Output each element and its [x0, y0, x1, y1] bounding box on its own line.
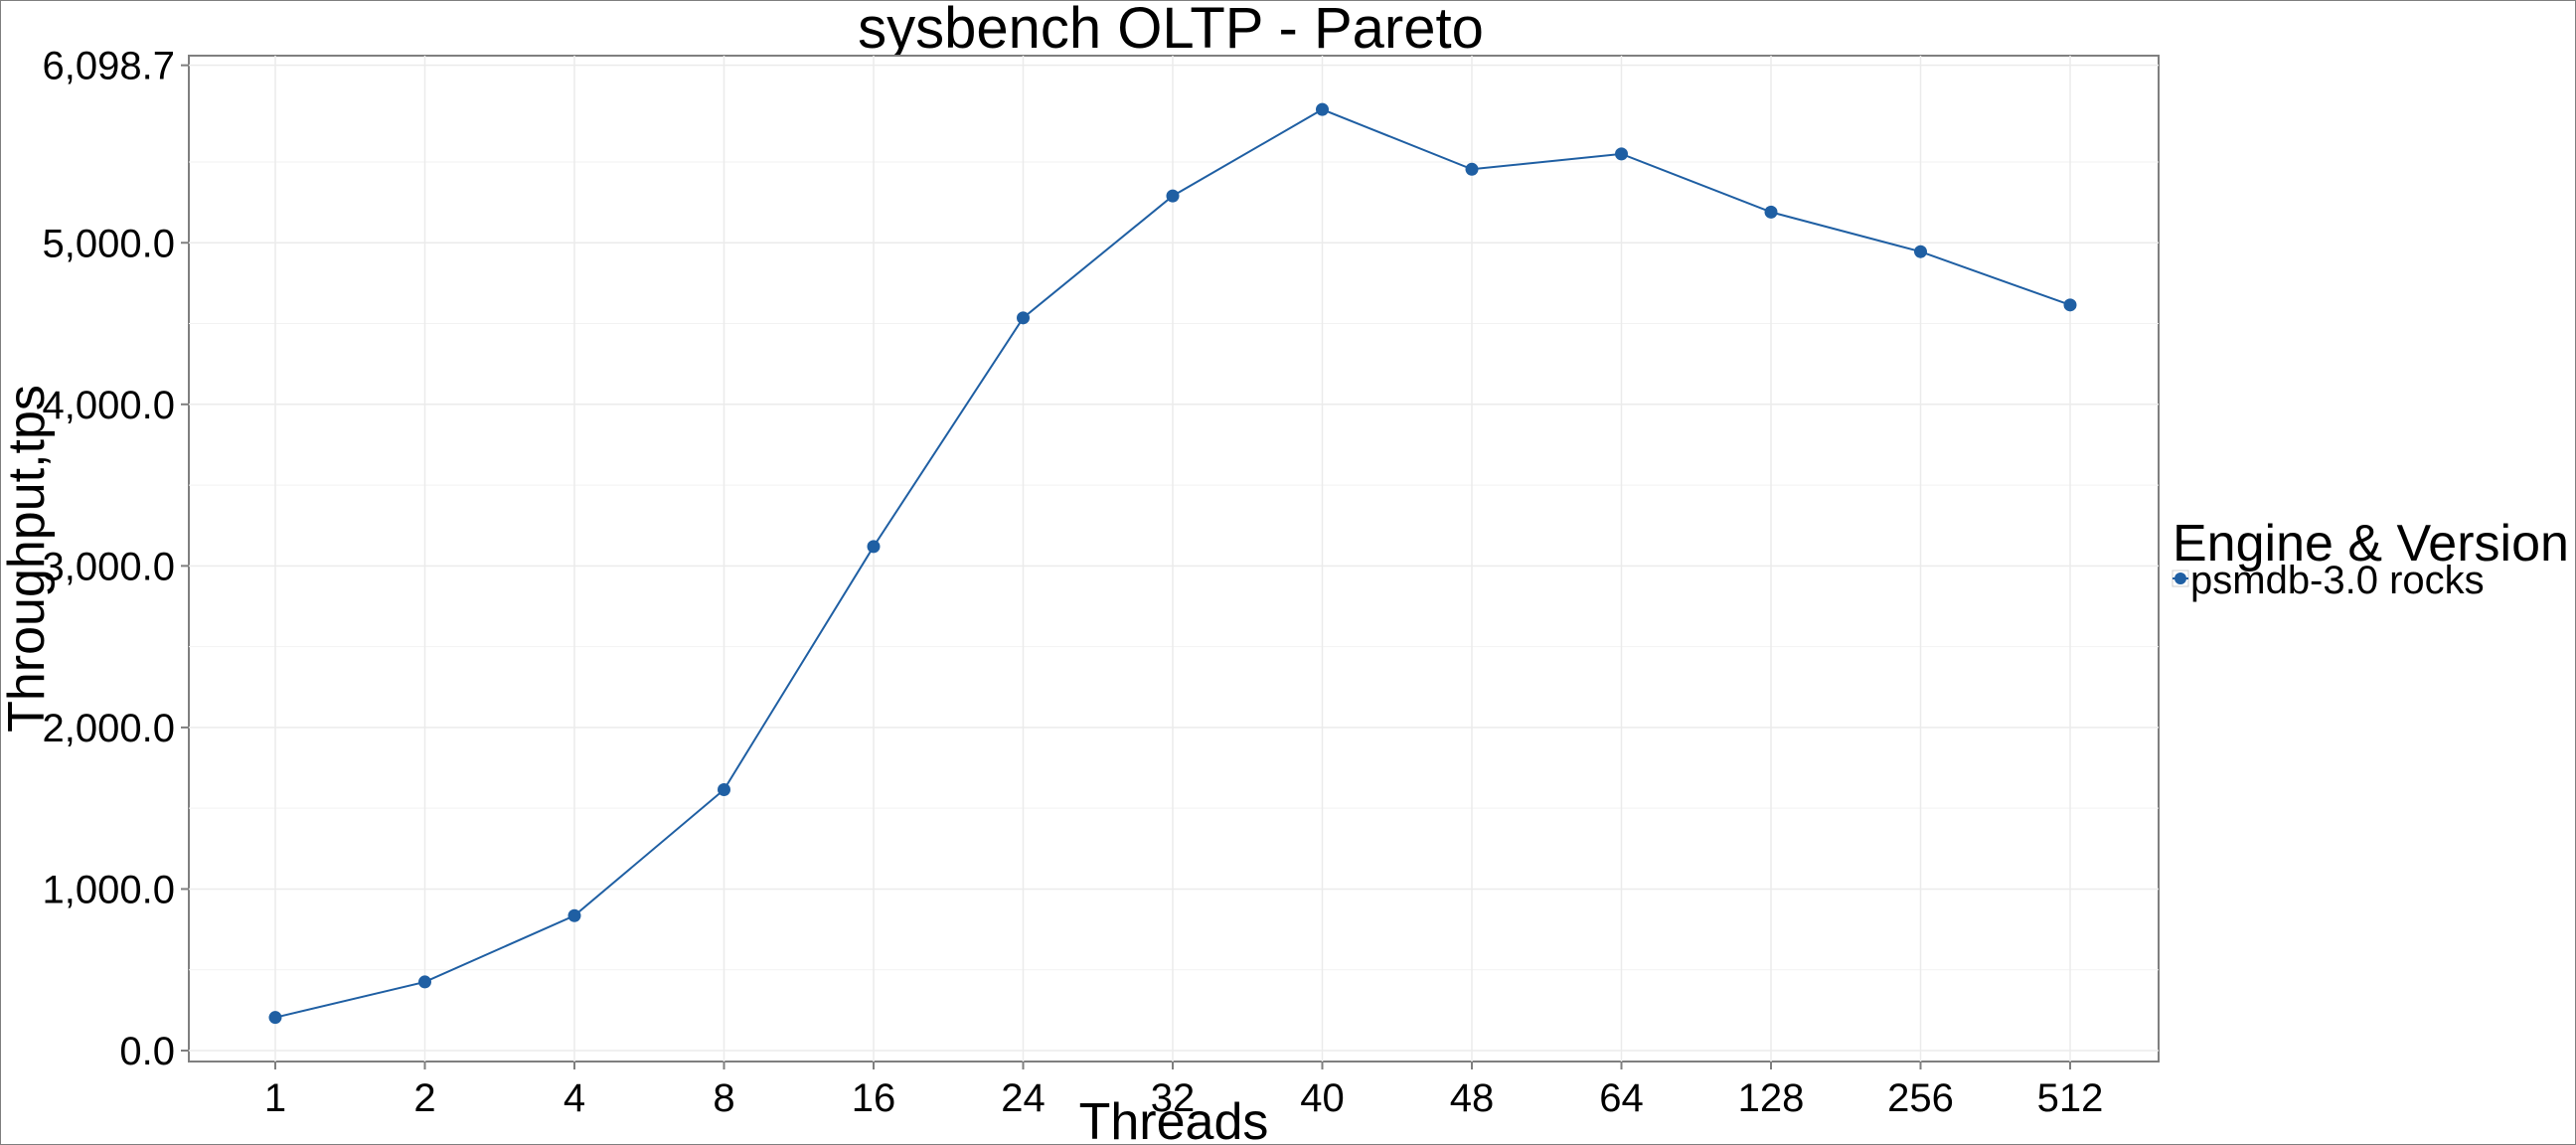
legend-key-point	[2174, 572, 2186, 584]
y-tick-label: 4,000.0	[43, 384, 175, 427]
x-tick-label: 1	[264, 1076, 286, 1120]
x-tick-label: 256	[1887, 1076, 1954, 1120]
data-point	[1615, 147, 1628, 161]
x-tick-label: 16	[852, 1076, 896, 1120]
x-tick-label: 40	[1300, 1076, 1345, 1120]
x-tick-label: 24	[1001, 1076, 1046, 1120]
data-point	[1316, 102, 1329, 116]
data-point	[268, 1011, 282, 1025]
data-point	[1017, 311, 1030, 325]
series-psmdb-rocks	[268, 102, 2077, 1025]
data-point	[1465, 162, 1479, 176]
x-tick-label: 4	[564, 1076, 585, 1120]
y-tick-label: 6,098.7	[43, 45, 175, 88]
chart-title: sysbench OLTP - Pareto	[858, 0, 1484, 61]
y-tick-label: 2,000.0	[43, 707, 175, 750]
data-point	[1764, 205, 1778, 219]
y-tick-label: 5,000.0	[43, 222, 175, 265]
x-axis-title: Threads	[1079, 1093, 1269, 1145]
data-point	[1166, 189, 1180, 203]
legend: Engine & Version psmdb-3.0 rocks	[2172, 515, 2569, 602]
y-tick-label: 1,000.0	[43, 868, 175, 911]
legend-title: Engine & Version	[2173, 515, 2569, 572]
data-point	[1914, 245, 1927, 258]
data-point	[418, 975, 431, 989]
data-point	[567, 908, 581, 922]
x-tick-label: 2	[413, 1076, 435, 1120]
x-tick-label: 64	[1599, 1076, 1644, 1120]
x-tick-label: 48	[1450, 1076, 1495, 1120]
data-point	[2063, 298, 2077, 312]
y-axis: 0.0 1,000.0 2,000.0 3,000.0 4,000.0 5,000.0 6,…	[43, 45, 189, 1073]
x-tick-label: 128	[1738, 1076, 1805, 1120]
x-axis: 1 2 4 8 16 24 32 40 48 64 128 256 512	[264, 1062, 2104, 1120]
x-tick-label: 512	[2037, 1076, 2104, 1120]
y-tick-label: 3,000.0	[43, 545, 175, 588]
x-tick-label: 8	[713, 1076, 734, 1120]
data-point	[718, 782, 730, 796]
legend-item-label: psmdb-3.0 rocks	[2190, 559, 2485, 602]
x-tick-label: 32	[1151, 1076, 1196, 1120]
data-point	[867, 540, 881, 554]
y-tick-label: 0.0	[119, 1030, 175, 1073]
y-axis-title: Throughput,tps	[0, 385, 56, 733]
grid-lines	[189, 56, 2159, 1062]
plot-panel	[188, 55, 2160, 1063]
